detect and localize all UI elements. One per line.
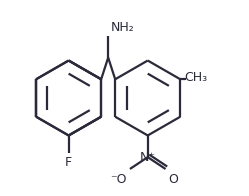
Text: NH₂: NH₂ [111, 21, 135, 34]
Text: O: O [169, 173, 178, 186]
Text: N⁺: N⁺ [140, 151, 156, 164]
Text: F: F [65, 156, 72, 169]
Text: CH₃: CH₃ [184, 71, 207, 84]
Text: ⁻O: ⁻O [111, 173, 127, 186]
